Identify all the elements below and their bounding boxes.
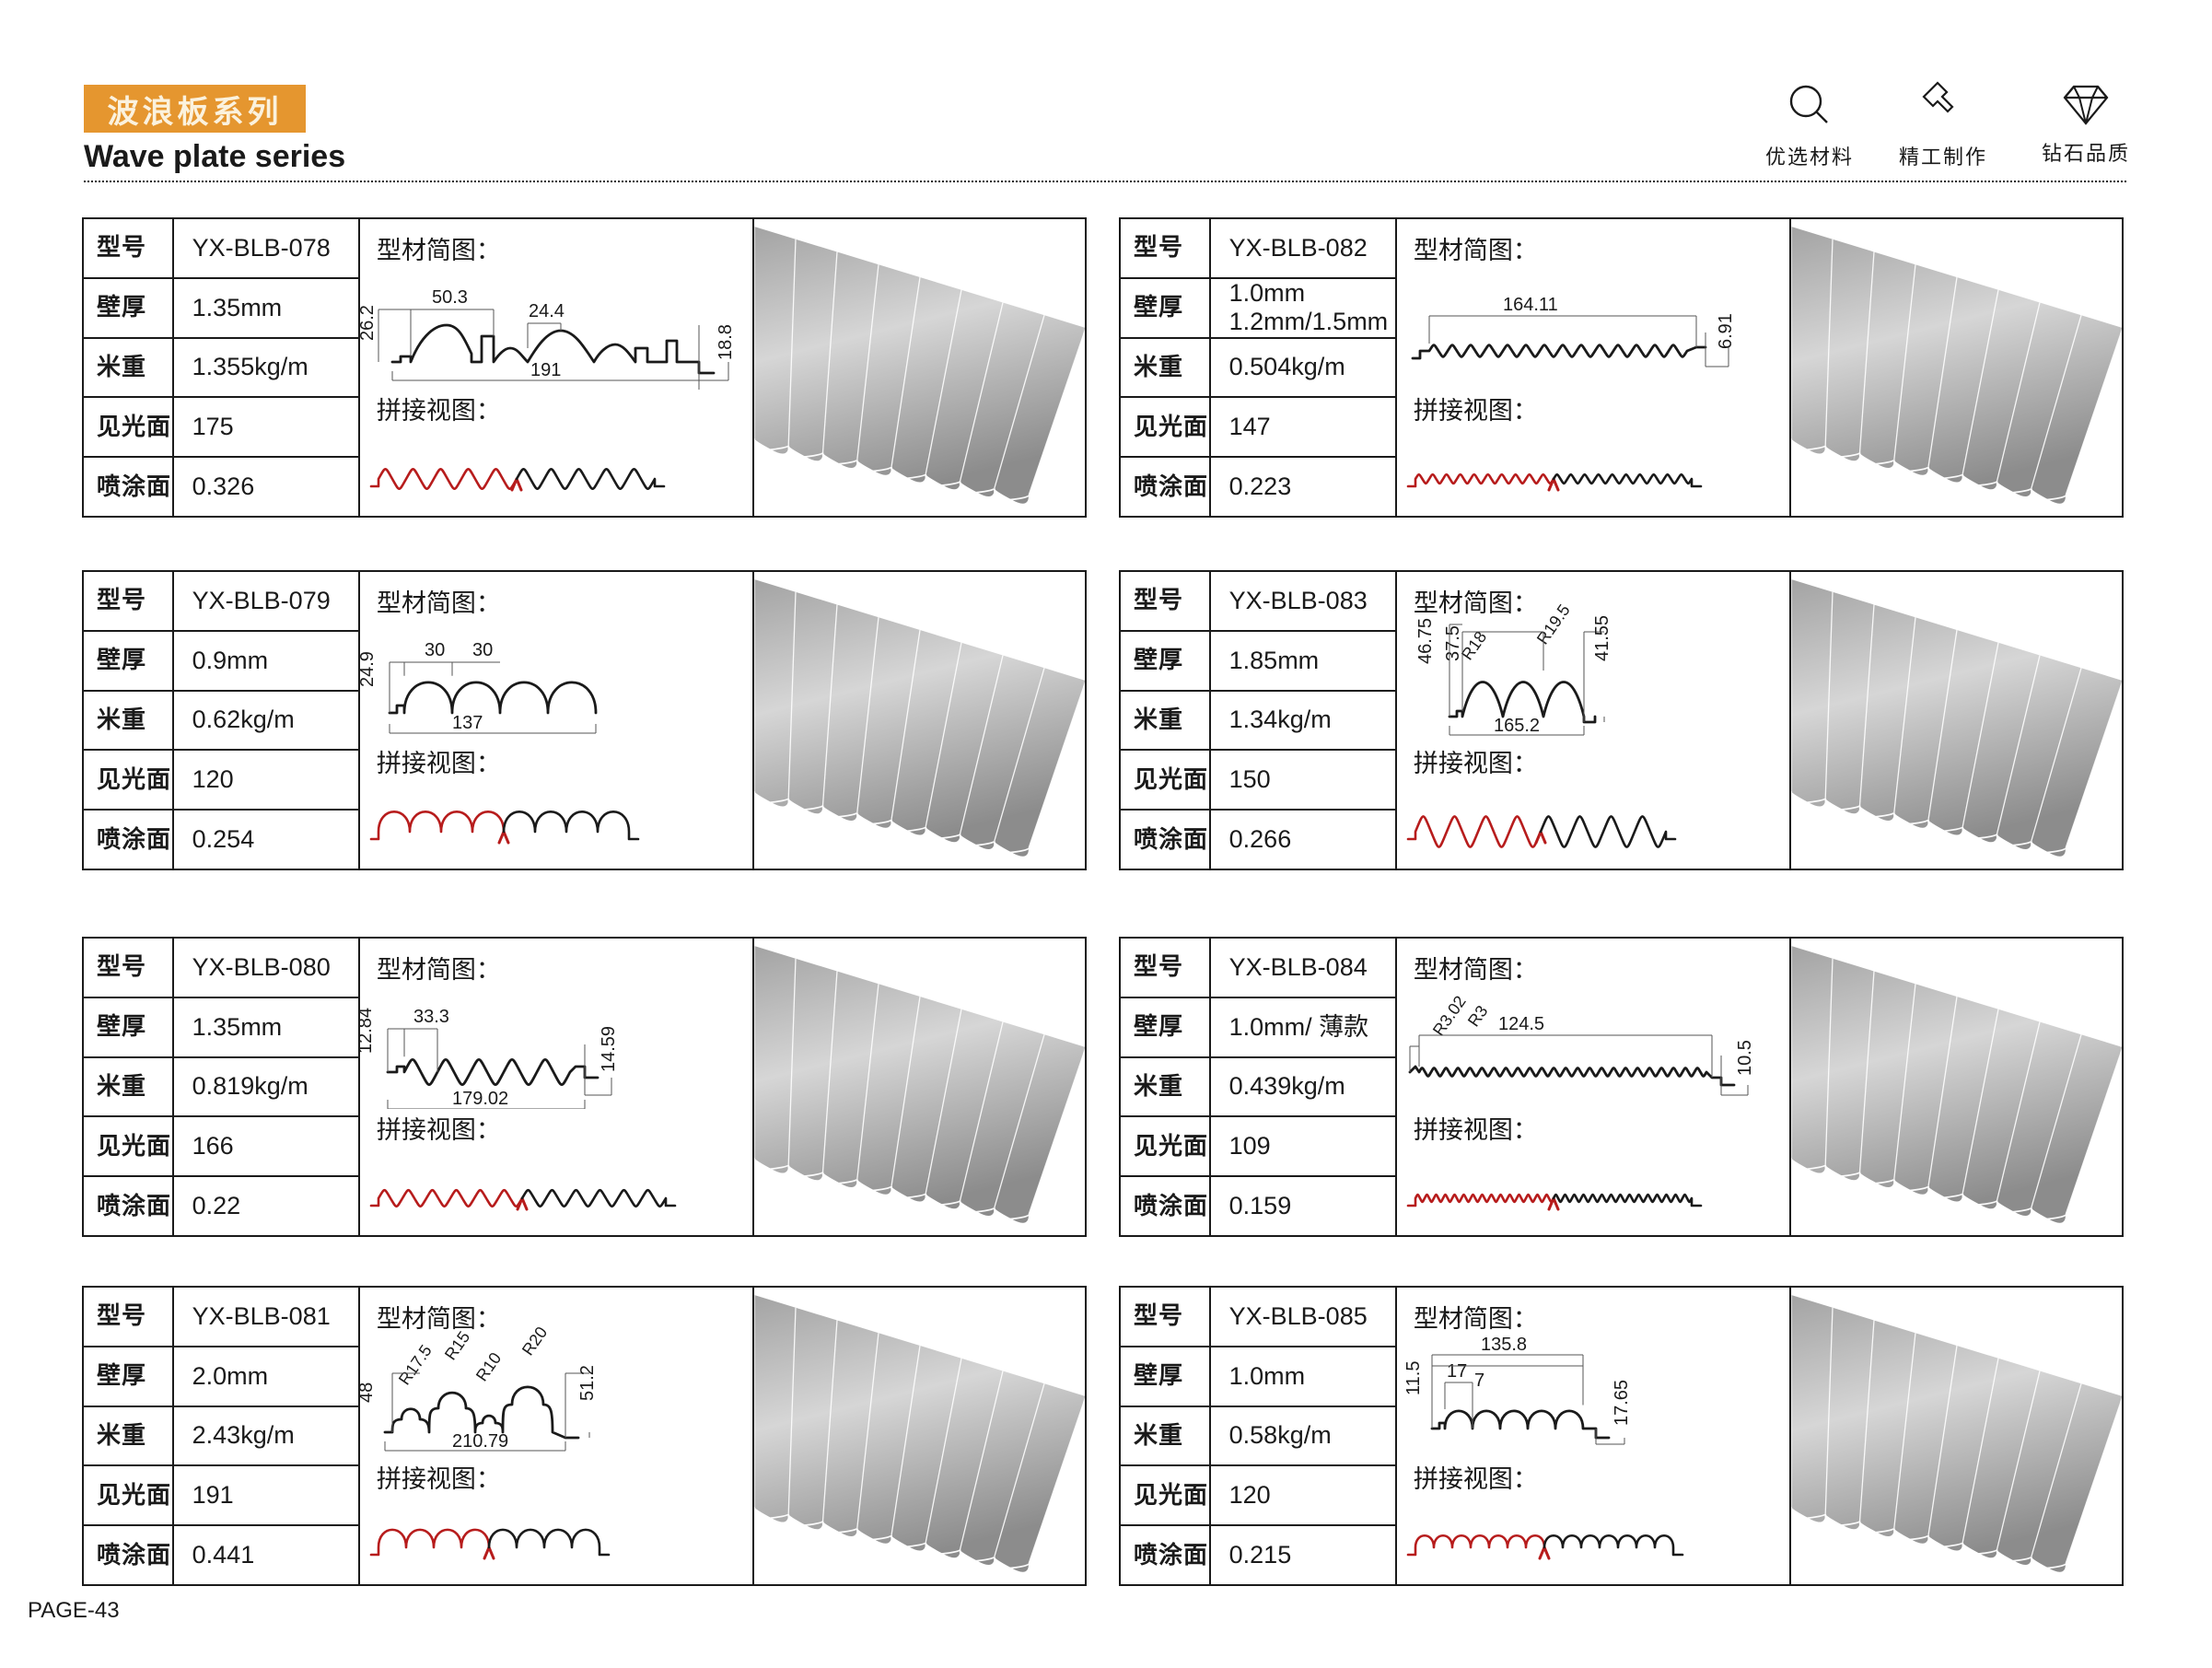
- svg-text:165.2: 165.2: [1494, 716, 1540, 736]
- svg-text:135.8: 135.8: [1481, 1335, 1527, 1355]
- svg-text:46.75: 46.75: [1415, 618, 1436, 664]
- svg-text:R3: R3: [1464, 1002, 1492, 1030]
- svg-text:164.11: 164.11: [1503, 295, 1558, 315]
- svg-text:41.55: 41.55: [1592, 615, 1612, 661]
- svg-text:48: 48: [360, 1382, 377, 1403]
- svg-text:11.5: 11.5: [1403, 1361, 1424, 1395]
- svg-text:6.05: 6.05: [1397, 1027, 1398, 1063]
- svg-text:30: 30: [425, 640, 445, 660]
- svg-text:137: 137: [452, 713, 483, 733]
- svg-text:12.84: 12.84: [360, 1008, 376, 1054]
- svg-text:24.4: 24.4: [529, 301, 565, 321]
- svg-text:10.5: 10.5: [1735, 1040, 1755, 1076]
- svg-text:R17.5: R17.5: [395, 1341, 436, 1388]
- svg-text:24.9: 24.9: [360, 651, 378, 687]
- svg-text:17: 17: [1447, 1361, 1467, 1382]
- svg-text:191: 191: [530, 360, 561, 380]
- svg-text:R10: R10: [472, 1349, 505, 1385]
- svg-text:50.3: 50.3: [432, 287, 468, 308]
- svg-text:124.5: 124.5: [1498, 1014, 1544, 1034]
- svg-text:18.8: 18.8: [716, 324, 736, 360]
- svg-text:179.02: 179.02: [452, 1089, 508, 1109]
- svg-text:33.3: 33.3: [413, 1007, 449, 1027]
- svg-text:17.65: 17.65: [1612, 1380, 1632, 1426]
- svg-text:14.59: 14.59: [599, 1026, 619, 1072]
- svg-text:210.79: 210.79: [452, 1431, 508, 1452]
- svg-text:7: 7: [1474, 1371, 1484, 1391]
- svg-text:6.91: 6.91: [1716, 313, 1736, 349]
- svg-text:30: 30: [472, 640, 493, 660]
- svg-text:37.5: 37.5: [1443, 625, 1463, 661]
- svg-text:R19.5: R19.5: [1533, 604, 1574, 647]
- svg-text:R15: R15: [441, 1328, 473, 1364]
- svg-text:26.2: 26.2: [360, 305, 378, 341]
- svg-text:R20: R20: [518, 1324, 551, 1359]
- svg-text:51.2: 51.2: [577, 1365, 598, 1401]
- svg-text:R3.02: R3.02: [1429, 992, 1470, 1039]
